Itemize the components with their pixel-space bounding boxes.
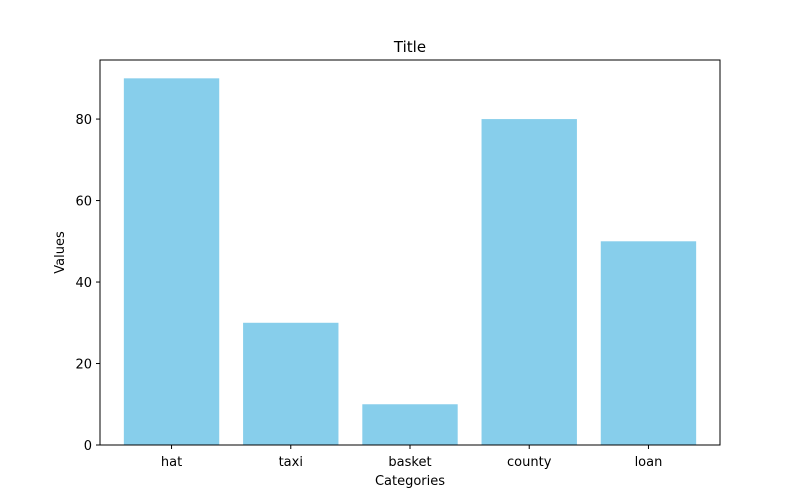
bar-basket xyxy=(362,404,458,445)
bar-county xyxy=(481,119,577,446)
y-tick-label: 0 xyxy=(84,439,92,454)
x-axis-ticks: hat taxi basket county loan xyxy=(161,445,662,470)
bar-loan xyxy=(600,241,697,445)
x-axis-label: Categories xyxy=(375,474,445,489)
y-tick-label: 20 xyxy=(75,358,92,373)
y-tick-label: 80 xyxy=(75,113,92,128)
y-axis-label: Values xyxy=(53,231,68,274)
chart-title: Title xyxy=(393,38,426,56)
x-tick-label: county xyxy=(507,455,552,470)
y-axis-ticks: 0 20 40 60 80 xyxy=(75,113,100,454)
bar-hat xyxy=(123,78,220,445)
x-tick-label: hat xyxy=(161,455,182,470)
x-tick-label: taxi xyxy=(279,455,303,470)
bar-taxi xyxy=(243,322,339,445)
x-tick-label: loan xyxy=(635,455,663,470)
bars-group xyxy=(123,78,697,446)
y-tick-label: 40 xyxy=(75,276,92,291)
plot-frame xyxy=(99,59,721,446)
x-tick-label: basket xyxy=(388,455,431,470)
y-tick-label: 60 xyxy=(75,195,92,210)
